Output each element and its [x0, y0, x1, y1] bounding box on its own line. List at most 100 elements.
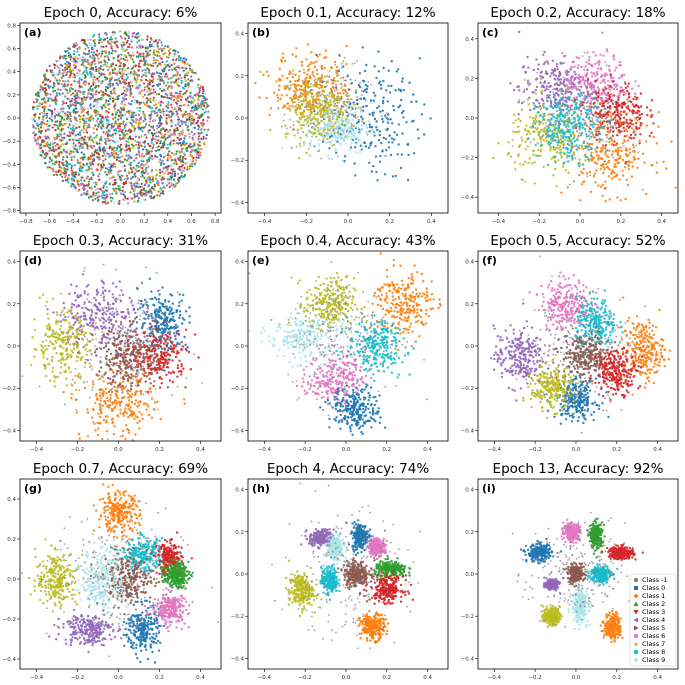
point: [130, 54, 133, 57]
point: [292, 120, 296, 124]
point: [111, 179, 114, 182]
point: [169, 121, 172, 124]
point: [64, 54, 67, 58]
point: [159, 131, 162, 134]
point: [165, 153, 168, 157]
point: [57, 147, 60, 150]
point: [71, 126, 74, 129]
point: [83, 123, 86, 126]
point: [92, 54, 95, 57]
point: [98, 41, 101, 45]
point: [91, 35, 95, 38]
point: [202, 87, 205, 91]
point: [372, 91, 376, 95]
point: [167, 106, 170, 109]
point: [62, 72, 65, 75]
point: [69, 69, 72, 72]
point: [138, 46, 142, 49]
point: [549, 90, 552, 94]
point: [152, 88, 155, 91]
point: [294, 85, 297, 88]
x-tick-label: 0.4: [163, 219, 172, 225]
point: [92, 83, 95, 86]
point: [94, 114, 97, 117]
point: [108, 71, 112, 74]
point: [40, 126, 43, 129]
point: [334, 139, 337, 142]
point: [168, 65, 171, 68]
point: [186, 74, 189, 77]
point: [289, 81, 292, 84]
point: [110, 169, 113, 172]
point: [309, 142, 311, 145]
point: [150, 125, 153, 128]
point: [309, 145, 312, 148]
point: [144, 78, 148, 81]
point: [284, 132, 287, 136]
point: [59, 115, 62, 118]
point: [83, 41, 86, 45]
point: [561, 51, 564, 55]
point: [87, 184, 90, 187]
point: [164, 63, 167, 66]
point: [544, 72, 548, 75]
point: [601, 31, 604, 34]
point: [156, 156, 159, 159]
point: [134, 135, 137, 138]
point: [79, 182, 82, 186]
point: [121, 155, 124, 158]
point: [124, 69, 127, 72]
point: [140, 59, 143, 62]
point: [150, 80, 153, 83]
point: [197, 138, 200, 141]
point: [133, 70, 136, 73]
point: [158, 76, 161, 79]
point: [104, 137, 107, 140]
point: [89, 93, 92, 96]
point: [314, 78, 317, 81]
point: [58, 71, 61, 74]
point: [198, 95, 201, 98]
point: [112, 88, 115, 91]
point: [349, 146, 353, 149]
point: [171, 120, 174, 123]
point: [364, 88, 367, 91]
point: [172, 133, 175, 136]
x-tick-label: 0.2: [385, 219, 394, 225]
point: [167, 77, 170, 81]
point: [162, 160, 165, 163]
point: [284, 124, 287, 127]
point: [62, 86, 65, 89]
point: [44, 129, 47, 132]
point: [123, 113, 126, 116]
point: [45, 69, 48, 72]
point: [329, 115, 331, 118]
point: [79, 59, 82, 62]
point: [156, 78, 159, 81]
point: [45, 142, 48, 145]
point: [154, 149, 157, 152]
point: [139, 55, 142, 58]
point: [344, 79, 347, 82]
point: [178, 139, 181, 142]
point: [163, 140, 166, 144]
point: [202, 123, 206, 126]
point: [85, 192, 88, 195]
point: [111, 68, 114, 71]
point: [183, 141, 186, 144]
point: [108, 51, 111, 54]
point: [165, 105, 168, 108]
point: [509, 82, 512, 85]
point: [173, 129, 176, 132]
point: [112, 162, 115, 165]
point: [317, 126, 319, 129]
point: [197, 113, 200, 117]
point: [90, 167, 93, 170]
point: [78, 77, 81, 80]
point: [126, 197, 129, 200]
point: [101, 72, 104, 76]
point: [401, 77, 404, 80]
point: [152, 196, 155, 199]
point: [35, 100, 39, 103]
point: [139, 34, 142, 37]
